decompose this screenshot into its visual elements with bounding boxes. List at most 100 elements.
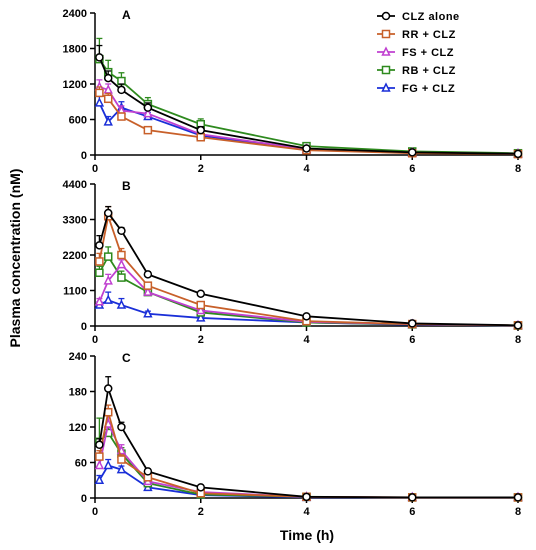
- x-tick-label: 0: [92, 506, 98, 518]
- data-point: [196, 304, 206, 315]
- y-tick-label: 2200: [63, 250, 87, 262]
- x-tick-label: 4: [303, 506, 310, 518]
- series-line: [98, 388, 518, 499]
- data-point: [196, 125, 205, 135]
- data-point: [95, 241, 104, 250]
- legend: CLZ alone RR + CLZ FS + CLZ RB + CLZ FG + CL…: [377, 11, 460, 95]
- data-point: [302, 312, 311, 321]
- series-clz-alone: [95, 44, 523, 159]
- legend-marker: [381, 29, 391, 39]
- series-line: [98, 212, 519, 327]
- data-point: [117, 455, 126, 464]
- data-point: [94, 459, 105, 470]
- data-point: [103, 294, 113, 304]
- data-point: [103, 94, 113, 104]
- panel-b: 0 1100 2200 3300 4400 0 2 4 6 8 B: [63, 179, 523, 346]
- series-clz-alone: [95, 376, 523, 502]
- x-tick-label: 4: [303, 163, 310, 175]
- panel-label: B: [122, 179, 131, 193]
- data-point: [103, 208, 113, 218]
- y-tick-label: 2400: [63, 8, 87, 20]
- data-point: [196, 300, 205, 310]
- series-line: [98, 431, 518, 499]
- legend-entry: RR + CLZ: [377, 29, 455, 41]
- data-point: [103, 73, 113, 83]
- data-point: [143, 281, 153, 290]
- x-tick-label: 6: [409, 334, 415, 346]
- data-point: [95, 53, 104, 62]
- x-tick-label: 2: [198, 163, 204, 175]
- data-point: [143, 467, 153, 476]
- legend-marker: [381, 11, 391, 21]
- legend-entry: CLZ alone: [377, 11, 460, 23]
- series-rb-clz: [95, 37, 523, 158]
- x-tick-label: 2: [198, 506, 204, 518]
- x-tick-label: 6: [409, 163, 415, 175]
- data-point: [143, 308, 153, 318]
- legend-label: CLZ alone: [402, 11, 460, 23]
- data-point: [94, 97, 105, 107]
- x-tick-label: 8: [515, 506, 521, 518]
- y-tick-label: 3300: [63, 215, 87, 227]
- data-point: [513, 321, 523, 330]
- data-point: [143, 270, 153, 279]
- data-point: [95, 268, 104, 277]
- legend-marker: [381, 82, 391, 92]
- panel-label: C: [122, 351, 131, 365]
- legend-marker: [381, 65, 391, 75]
- data-point: [95, 257, 104, 266]
- y-tick-label: 180: [69, 387, 87, 399]
- data-point: [513, 493, 523, 502]
- data-point: [408, 493, 417, 502]
- panel-label: A: [122, 8, 131, 22]
- x-tick-label: 0: [92, 334, 98, 346]
- legend-label: FG + CLZ: [402, 83, 455, 95]
- data-point: [143, 107, 153, 118]
- data-point: [302, 144, 311, 153]
- series-clz-alone: [95, 205, 523, 330]
- data-point: [196, 289, 205, 298]
- data-point: [103, 116, 113, 126]
- data-point: [95, 452, 104, 461]
- y-tick-label: 1800: [63, 44, 87, 56]
- series-fs-clz: [94, 414, 523, 502]
- data-point: [117, 422, 126, 432]
- data-point: [117, 226, 126, 236]
- data-point: [117, 250, 126, 260]
- y-tick-label: 120: [69, 422, 87, 434]
- data-point: [117, 273, 126, 282]
- series-line: [98, 211, 519, 327]
- panel-c: 0 60 120 180 240 0 2 4 6 8 C: [69, 351, 523, 518]
- data-point: [103, 252, 113, 261]
- y-tick-label: 240: [69, 351, 87, 363]
- legend-entry: FG + CLZ: [377, 82, 455, 95]
- data-point: [196, 133, 205, 142]
- data-point: [116, 299, 127, 309]
- y-tick-label: 600: [69, 115, 87, 127]
- y-tick-label: 1100: [63, 286, 87, 298]
- x-tick-label: 8: [515, 334, 521, 346]
- data-point: [103, 275, 113, 285]
- data-point: [117, 112, 126, 121]
- panel-a: 0 600 1200 1800 2400 0 2 4 6 8 A: [63, 8, 523, 175]
- legend-entry: FS + CLZ: [377, 46, 454, 59]
- x-tick-label: 8: [515, 163, 521, 175]
- data-point: [116, 463, 127, 474]
- data-point: [94, 474, 105, 484]
- y-axis-title: Plasma concentration (nM): [7, 169, 23, 348]
- legend-marker: [381, 46, 391, 56]
- x-tick-label: 4: [303, 334, 310, 346]
- data-point: [302, 492, 311, 502]
- data-point: [143, 286, 153, 296]
- legend-label: RB + CLZ: [402, 65, 456, 77]
- y-tick-label: 0: [81, 493, 87, 505]
- data-point: [103, 84, 113, 94]
- x-tick-label: 2: [198, 334, 204, 346]
- data-point: [196, 483, 205, 492]
- x-tick-label: 6: [409, 506, 415, 518]
- legend-label: FS + CLZ: [402, 47, 454, 59]
- data-point: [117, 85, 126, 95]
- y-tick-label: 60: [75, 458, 87, 470]
